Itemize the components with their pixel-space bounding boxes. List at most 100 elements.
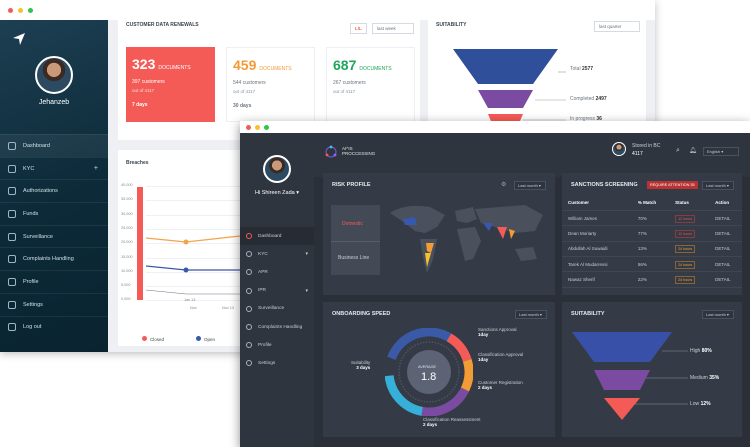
nav-label: Settings <box>258 360 276 366</box>
y-tick: 40,000 <box>121 183 133 187</box>
nav-item-authorizations[interactable]: Authorizations <box>0 179 108 202</box>
nav-item-apr[interactable]: APR <box>240 263 314 281</box>
suitability-period-select[interactable]: Last month ▾ <box>702 310 734 319</box>
nav-label: Log out <box>23 324 42 331</box>
header-avatar[interactable] <box>612 142 626 156</box>
status-badge: 24 hours <box>675 260 696 269</box>
kpi-unit: DOCUMENTS <box>359 66 392 72</box>
nav-item-log-out[interactable]: Log out <box>0 315 108 339</box>
avatar[interactable] <box>35 56 73 94</box>
table-row[interactable]: Nawaz Sherif 22% 24 hours DETAIL <box>562 271 742 288</box>
network-logo-icon <box>325 145 337 158</box>
average-label: AVERAGE <box>418 365 437 369</box>
nav-item-dashboard[interactable]: Dashboard <box>0 134 108 157</box>
onboarding-item: Suitability 3 days <box>351 360 371 370</box>
onboarding-item: Classification Approval 1day <box>478 352 524 362</box>
table-row[interactable]: Dean Moriarty 77% 12 hours DETAIL <box>562 225 742 242</box>
nav-item-settings[interactable]: Settings <box>240 354 314 372</box>
suitability-item: Total 2577 <box>570 66 594 72</box>
nav-item-settings[interactable]: Settings <box>0 292 108 316</box>
suitability-item: Completed 2497 <box>570 96 607 102</box>
renewals-period-select[interactable]: last week <box>372 23 414 34</box>
close-dot[interactable] <box>246 124 251 130</box>
chevron-down-icon[interactable]: ▾ <box>305 251 308 258</box>
gear-icon[interactable]: ⚙ <box>501 182 507 188</box>
table-cell: 12 hours <box>669 225 710 242</box>
suitability-period-select[interactable]: last quarter <box>594 21 640 32</box>
minimize-dot[interactable] <box>18 7 23 13</box>
nav-label: IPR <box>258 288 266 294</box>
average-value: 1.8 <box>421 371 437 383</box>
kpi-total: out of 4117 <box>233 89 256 94</box>
kpi-card[interactable]: 687 DOCUMENTS 267 customers out of 4117 <box>326 47 415 122</box>
suitability-panel: SUITABILITY Last month ▾ High 80% Medium … <box>562 302 742 437</box>
minimize-dot[interactable] <box>255 124 260 130</box>
tab-domestic[interactable]: Domestic <box>342 221 363 227</box>
bell-icon[interactable]: 🔔︎ <box>689 148 697 154</box>
complaints-icon <box>246 324 252 331</box>
kpi-days: 7 days <box>132 102 148 108</box>
settings-icon <box>8 300 16 309</box>
table-cell[interactable]: DETAIL <box>709 241 742 258</box>
risk-tabs: Domestic Business Line <box>331 205 380 275</box>
user-name: Jehanzeb <box>38 99 70 106</box>
x-tick: Jan 13 <box>184 298 196 302</box>
suitability-item: Medium 35% <box>690 375 720 381</box>
renewals-unit-toggle[interactable]: L/L <box>350 23 367 34</box>
suitability-item: In progress 36 <box>570 116 602 122</box>
nav-item-profile[interactable]: Profile <box>240 336 314 354</box>
suitability-title: SUITABILITY <box>436 22 467 28</box>
table-row[interactable]: William James 70% 12 hours DETAIL <box>562 210 742 227</box>
tab-business-line[interactable]: Business Line <box>338 255 370 261</box>
kpi-unit: DOCUMENTS <box>259 66 292 72</box>
table-cell[interactable]: DETAIL <box>709 225 742 242</box>
authorizations-icon <box>8 187 16 196</box>
nav-item-complaints-handling[interactable]: Complaints Handling <box>0 247 108 270</box>
nav-item-funds[interactable]: Funds <box>0 202 108 225</box>
funnel-total <box>453 49 558 84</box>
onboarding-panel: ONBOARDING SPEED Last month ▾ AVERAGE 1.… <box>323 302 555 437</box>
legend-closed: Closed <box>142 336 164 342</box>
close-dot[interactable] <box>8 7 13 13</box>
gridline <box>146 300 240 302</box>
y-tick: 10,000 <box>121 268 133 273</box>
column-header: Customer <box>562 195 632 211</box>
user-greeting[interactable]: Hi Shireen Zada ▾ <box>254 190 300 196</box>
table-row[interactable]: Tarek Al Mudarressi 56% 24 hours DETAIL <box>562 256 742 273</box>
risk-period-select[interactable]: Last month ▾ <box>514 181 546 190</box>
table-cell: 24 hours <box>669 241 710 258</box>
expand-icon[interactable]: + <box>93 165 98 173</box>
kpi-card[interactable]: 323 DOCUMENTS 397 customers out of 4117 7 da… <box>126 47 215 122</box>
nav-item-profile[interactable]: Profile <box>0 270 108 293</box>
front-sidebar: Hi Shireen Zada ▾ Dashboard KYC ▾ APR IPR ▾ Su… <box>240 133 314 447</box>
table-cell[interactable]: DETAIL <box>709 210 742 227</box>
status-badge: 12 hours <box>675 229 696 238</box>
chevron-down-icon[interactable]: ▾ <box>305 287 308 294</box>
kpi-card[interactable]: 459 DOCUMENTS 544 customers out of 4117 30 d… <box>226 47 315 122</box>
logo-icon[interactable] <box>13 33 25 45</box>
nav-item-kyc[interactable]: KYC + <box>0 156 108 180</box>
avatar[interactable] <box>263 155 291 183</box>
nav-item-dashboard[interactable]: Dashboard <box>240 227 314 246</box>
front-header: AI^IS PROCCESSING Stored in BC 4117 ⌕ 🔔︎… <box>240 133 750 177</box>
maximize-dot[interactable] <box>28 7 33 13</box>
nav-item-complaints-handling[interactable]: Complaints Handling <box>240 318 314 336</box>
table-cell: 22% <box>631 271 670 288</box>
language-select[interactable]: English ▾ <box>703 147 739 156</box>
nav-item-ipr[interactable]: IPR ▾ <box>240 282 314 300</box>
table-row[interactable]: Abdullah Al Suwaidi 13% 24 hours DETAIL <box>562 241 742 258</box>
status-badge: 24 hours <box>675 276 696 285</box>
search-icon[interactable]: ⌕ <box>676 147 680 154</box>
onboarding-period-select[interactable]: Last month ▾ <box>515 310 547 319</box>
maximize-dot[interactable] <box>264 124 269 130</box>
kpi-days: 30 days <box>233 103 252 109</box>
gridline <box>146 186 240 187</box>
table-cell[interactable]: DETAIL <box>709 256 742 273</box>
nav-item-kyc[interactable]: KYC ▾ <box>240 245 314 263</box>
nav-item-surveillance[interactable]: Surveillance <box>0 224 108 248</box>
suitability-funnel <box>572 332 688 420</box>
table-cell: 13% <box>631 241 670 258</box>
sanctions-period-select[interactable]: Last month ▾ <box>702 181 734 190</box>
nav-item-surveillance[interactable]: Surveillance <box>240 300 314 318</box>
table-cell[interactable]: DETAIL <box>709 271 742 288</box>
